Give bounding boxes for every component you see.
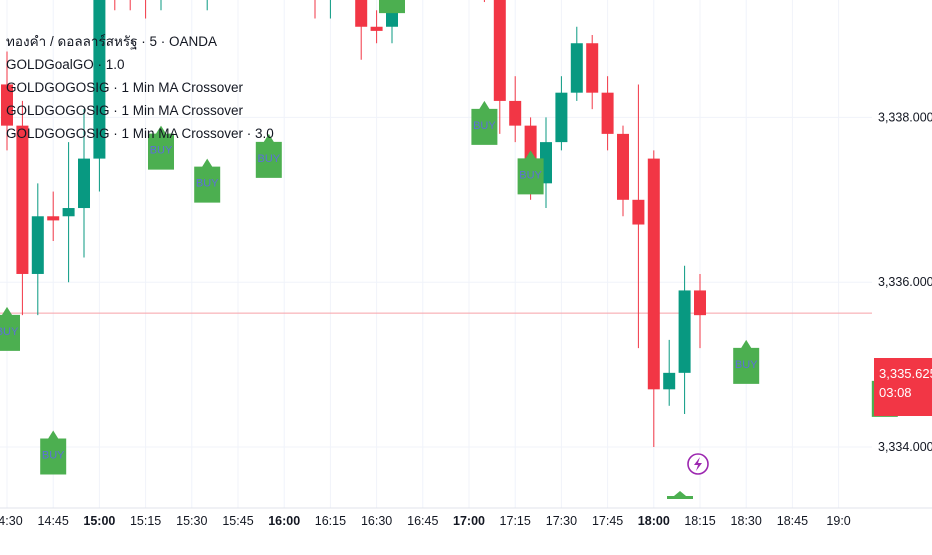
legend-symbol[interactable]: ทองคำ / ดอลลาร์สหรัฐ · 5 · OANDA bbox=[6, 30, 274, 53]
time-tick-label: 14:30 bbox=[0, 514, 23, 528]
candle-body bbox=[371, 27, 383, 31]
buy-label: BUY bbox=[42, 450, 65, 462]
chart-legend: ทองคำ / ดอลลาร์สหรัฐ · 5 · OANDA GOLDGoa… bbox=[6, 30, 274, 145]
time-tick-label: 14:45 bbox=[38, 514, 69, 528]
candle-body bbox=[509, 101, 521, 126]
time-tick-label: 18:00 bbox=[638, 514, 670, 528]
time-tick-label: 17:30 bbox=[546, 514, 577, 528]
buy-signal: BUY bbox=[733, 340, 759, 384]
candle-body bbox=[355, 0, 367, 27]
time-tick-label: 16:30 bbox=[361, 514, 392, 528]
buy-label: BUY bbox=[519, 169, 542, 181]
buy-signal: BUY bbox=[40, 431, 66, 475]
price-tick-label: 3,334.000 bbox=[878, 440, 932, 454]
buy-label: BUY bbox=[735, 359, 758, 371]
time-tick-label: 15:00 bbox=[83, 514, 115, 528]
candle-body bbox=[617, 134, 629, 200]
buy-signal: BUY bbox=[518, 150, 544, 194]
buy-label: BUY bbox=[196, 178, 219, 190]
candle-body bbox=[16, 126, 28, 274]
buy-signal: BUY bbox=[194, 159, 220, 203]
candle-body bbox=[663, 373, 675, 389]
time-tick-label: 18:45 bbox=[777, 514, 808, 528]
time-tick-label: 17:15 bbox=[500, 514, 531, 528]
buy-marker bbox=[379, 0, 405, 13]
candle-body bbox=[632, 200, 644, 225]
candle-body bbox=[571, 43, 583, 92]
time-tick-label: 18:30 bbox=[731, 514, 762, 528]
time-tick-label: 15:30 bbox=[176, 514, 207, 528]
candle-body bbox=[494, 0, 506, 101]
time-tick-label: 17:00 bbox=[453, 514, 485, 528]
candle-body bbox=[648, 159, 660, 390]
buy-marker-partial bbox=[667, 496, 693, 499]
time-tick-label: 15:15 bbox=[130, 514, 161, 528]
time-tick-label: 18:15 bbox=[684, 514, 715, 528]
time-tick-label: 19:0 bbox=[826, 514, 850, 528]
candle-body bbox=[679, 290, 691, 372]
time-tick-label: 17:45 bbox=[592, 514, 623, 528]
buy-label: BUY bbox=[150, 145, 173, 157]
buy-signal: BUY bbox=[379, 0, 405, 13]
candle-body bbox=[586, 43, 598, 92]
time-tick-label: 16:00 bbox=[268, 514, 300, 528]
buy-marker-partial bbox=[674, 491, 686, 496]
legend-indicator-goalgo[interactable]: GOLDGoalGO · 1.0 bbox=[6, 53, 274, 76]
legend-indicator-ma-3[interactable]: GOLDGOGOSIG · 1 Min MA Crossover · 3.0 bbox=[6, 122, 274, 145]
candle-body bbox=[602, 93, 614, 134]
legend-indicator-ma-2[interactable]: GOLDGOGOSIG · 1 Min MA Crossover bbox=[6, 99, 274, 122]
candle-body bbox=[32, 216, 44, 274]
candle-body bbox=[63, 208, 75, 216]
candle-body bbox=[78, 159, 90, 208]
buy-signal: BUY bbox=[471, 101, 497, 145]
time-axis[interactable]: 14:30 14:45 15:00 15:15 15:30 15:45 16:00 16:15… bbox=[0, 508, 932, 528]
price-tick-label: 3,336.000 bbox=[878, 275, 932, 289]
buy-label: BUY bbox=[257, 153, 280, 165]
candle-body bbox=[47, 216, 59, 220]
legend-indicator-ma-1[interactable]: GOLDGOGOSIG · 1 Min MA Crossover bbox=[6, 76, 274, 99]
price-tick-label: 3,338.000 bbox=[878, 110, 932, 124]
buy-label: BUY bbox=[0, 326, 19, 338]
time-tick-label: 16:15 bbox=[315, 514, 346, 528]
current-price-value: 3,335.625 bbox=[874, 358, 932, 381]
buy-label: BUY bbox=[473, 120, 496, 132]
time-tick-label: 16:45 bbox=[407, 514, 438, 528]
alert-marker[interactable] bbox=[667, 454, 708, 499]
current-price-label: 3,335.625 03:08 bbox=[874, 358, 932, 416]
bar-countdown: 03:08 bbox=[874, 381, 932, 400]
candle-body bbox=[555, 93, 567, 142]
time-tick-label: 15:45 bbox=[222, 514, 253, 528]
candle-body bbox=[694, 290, 706, 315]
